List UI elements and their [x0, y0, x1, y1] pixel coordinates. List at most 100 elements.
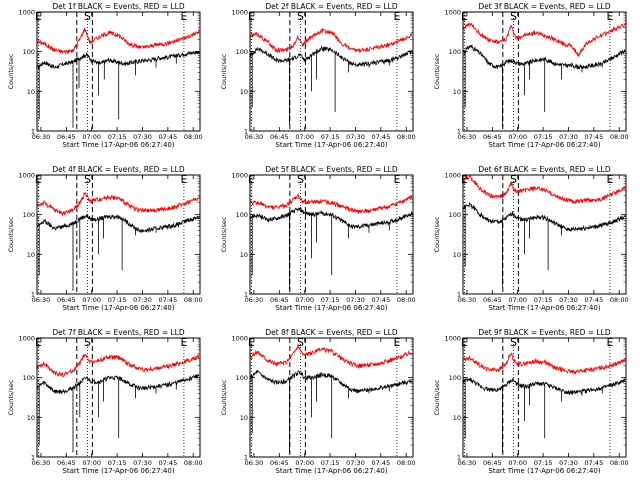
x-tick-label: 07:30 [133, 296, 152, 304]
marker-label: E [606, 10, 613, 23]
x-tick-label: 06:45 [270, 459, 289, 467]
y-axis-label: Counts/sec [7, 379, 15, 415]
x-tick-label: 07:45 [158, 296, 177, 304]
y-tick-label: 1 [244, 454, 248, 462]
y-tick-label: 1000 [231, 9, 248, 17]
x-tick-label: 07:45 [584, 133, 603, 141]
x-tick-label: 07:45 [371, 133, 390, 141]
marker-label: S [510, 10, 517, 23]
y-tick-label: 100 [449, 211, 461, 219]
x-tick-label: 08:00 [610, 133, 629, 141]
events-series-line [250, 206, 413, 290]
y-tick-label: 10 [27, 88, 35, 96]
panel-title: Det 2f BLACK = Events, RED = LLD [265, 2, 398, 11]
x-tick-label: 07:15 [321, 296, 340, 304]
x-tick-label: 08:00 [184, 459, 203, 467]
marker-label: E [393, 173, 400, 186]
events-series-line [37, 50, 200, 128]
y-axis-label: Counts/sec [433, 216, 441, 252]
lld-series-line [37, 353, 200, 378]
plot-frame [249, 11, 414, 132]
x-tick-label: 07:45 [584, 459, 603, 467]
y-axis-label: Counts/sec [220, 53, 228, 89]
x-tick-label: 06:45 [57, 133, 76, 141]
panel-title: Det 7f BLACK = Events, RED = LLD [52, 328, 185, 337]
y-tick-label: 1 [457, 128, 461, 136]
x-tick-label: 07:45 [584, 296, 603, 304]
x-tick-label: 07:00 [82, 296, 101, 304]
x-tick-label: 07:15 [534, 296, 553, 304]
x-tick-label: 08:00 [184, 296, 203, 304]
x-axis-label: Start Time (17-Apr-06 06:27:40) [275, 467, 387, 475]
y-tick-label: 1000 [444, 172, 461, 180]
y-tick-label: 100 [449, 374, 461, 382]
lld-series-line [37, 27, 200, 55]
marker-label: S [510, 336, 517, 349]
x-tick-label: 07:15 [534, 133, 553, 141]
marker-label: E [35, 173, 42, 186]
x-tick-label: 07:45 [158, 459, 177, 467]
x-tick-label: 06:45 [483, 296, 502, 304]
marker-label: E [393, 336, 400, 349]
y-axis-label: Counts/sec [220, 379, 228, 415]
y-tick-label: 1 [457, 291, 461, 299]
y-tick-label: 10 [27, 414, 35, 422]
events-series-line [463, 44, 626, 127]
y-tick-label: 10 [240, 88, 248, 96]
x-axis-label: Start Time (17-Apr-06 06:27:40) [62, 304, 174, 312]
x-tick-label: 06:45 [270, 133, 289, 141]
x-tick-label: 07:45 [371, 459, 390, 467]
x-tick-label: 07:30 [559, 296, 578, 304]
marker-label: S [510, 173, 517, 186]
x-tick-label: 06:30 [245, 459, 264, 467]
x-axis-label: Start Time (17-Apr-06 06:27:40) [488, 467, 600, 475]
panel-title: Det 1f BLACK = Events, RED = LLD [52, 2, 185, 11]
panel-title: Det 5f BLACK = Events, RED = LLD [265, 165, 398, 174]
y-tick-label: 1000 [18, 9, 35, 17]
x-tick-label: 08:00 [610, 296, 629, 304]
x-tick-label: 07:15 [321, 459, 340, 467]
y-tick-label: 1 [31, 128, 35, 136]
x-axis-label: Start Time (17-Apr-06 06:27:40) [62, 141, 174, 149]
y-tick-label: 10 [453, 251, 461, 259]
x-tick-label: 07:00 [82, 133, 101, 141]
events-series-line [250, 369, 413, 453]
x-tick-label: 08:00 [397, 296, 416, 304]
marker-label: E [606, 336, 613, 349]
marker-label: E [606, 173, 613, 186]
marker-label: E [35, 10, 42, 23]
x-tick-label: 07:00 [295, 296, 314, 304]
panel-title: Det 3f BLACK = Events, RED = LLD [478, 2, 611, 11]
y-tick-label: 1000 [444, 9, 461, 17]
y-tick-label: 1000 [18, 335, 35, 343]
y-tick-label: 10 [240, 414, 248, 422]
y-tick-label: 100 [23, 48, 35, 56]
x-tick-label: 07:15 [108, 459, 127, 467]
x-tick-label: 06:45 [483, 459, 502, 467]
x-tick-label: 07:30 [559, 459, 578, 467]
y-tick-label: 1000 [444, 335, 461, 343]
lld-series-line [463, 21, 626, 57]
y-axis-label: Counts/sec [433, 53, 441, 89]
x-tick-label: 07:30 [346, 133, 365, 141]
x-tick-label: 07:00 [82, 459, 101, 467]
y-axis-label: Counts/sec [433, 379, 441, 415]
y-tick-label: 10 [240, 251, 248, 259]
y-tick-label: 10 [453, 414, 461, 422]
y-tick-label: 100 [449, 48, 461, 56]
x-tick-label: 07:15 [534, 459, 553, 467]
marker-label: E [461, 10, 468, 23]
x-tick-label: 06:30 [32, 133, 51, 141]
y-tick-label: 100 [23, 211, 35, 219]
x-tick-label: 08:00 [184, 133, 203, 141]
x-tick-label: 07:15 [321, 133, 340, 141]
x-axis-label: Start Time (17-Apr-06 06:27:40) [275, 304, 387, 312]
plot-frame [462, 337, 627, 458]
x-tick-label: 07:30 [559, 133, 578, 141]
x-tick-label: 06:30 [458, 459, 477, 467]
x-tick-label: 07:15 [108, 296, 127, 304]
y-axis-label: Counts/sec [220, 216, 228, 252]
plot-frame [36, 174, 201, 295]
events-series-line [37, 373, 200, 453]
